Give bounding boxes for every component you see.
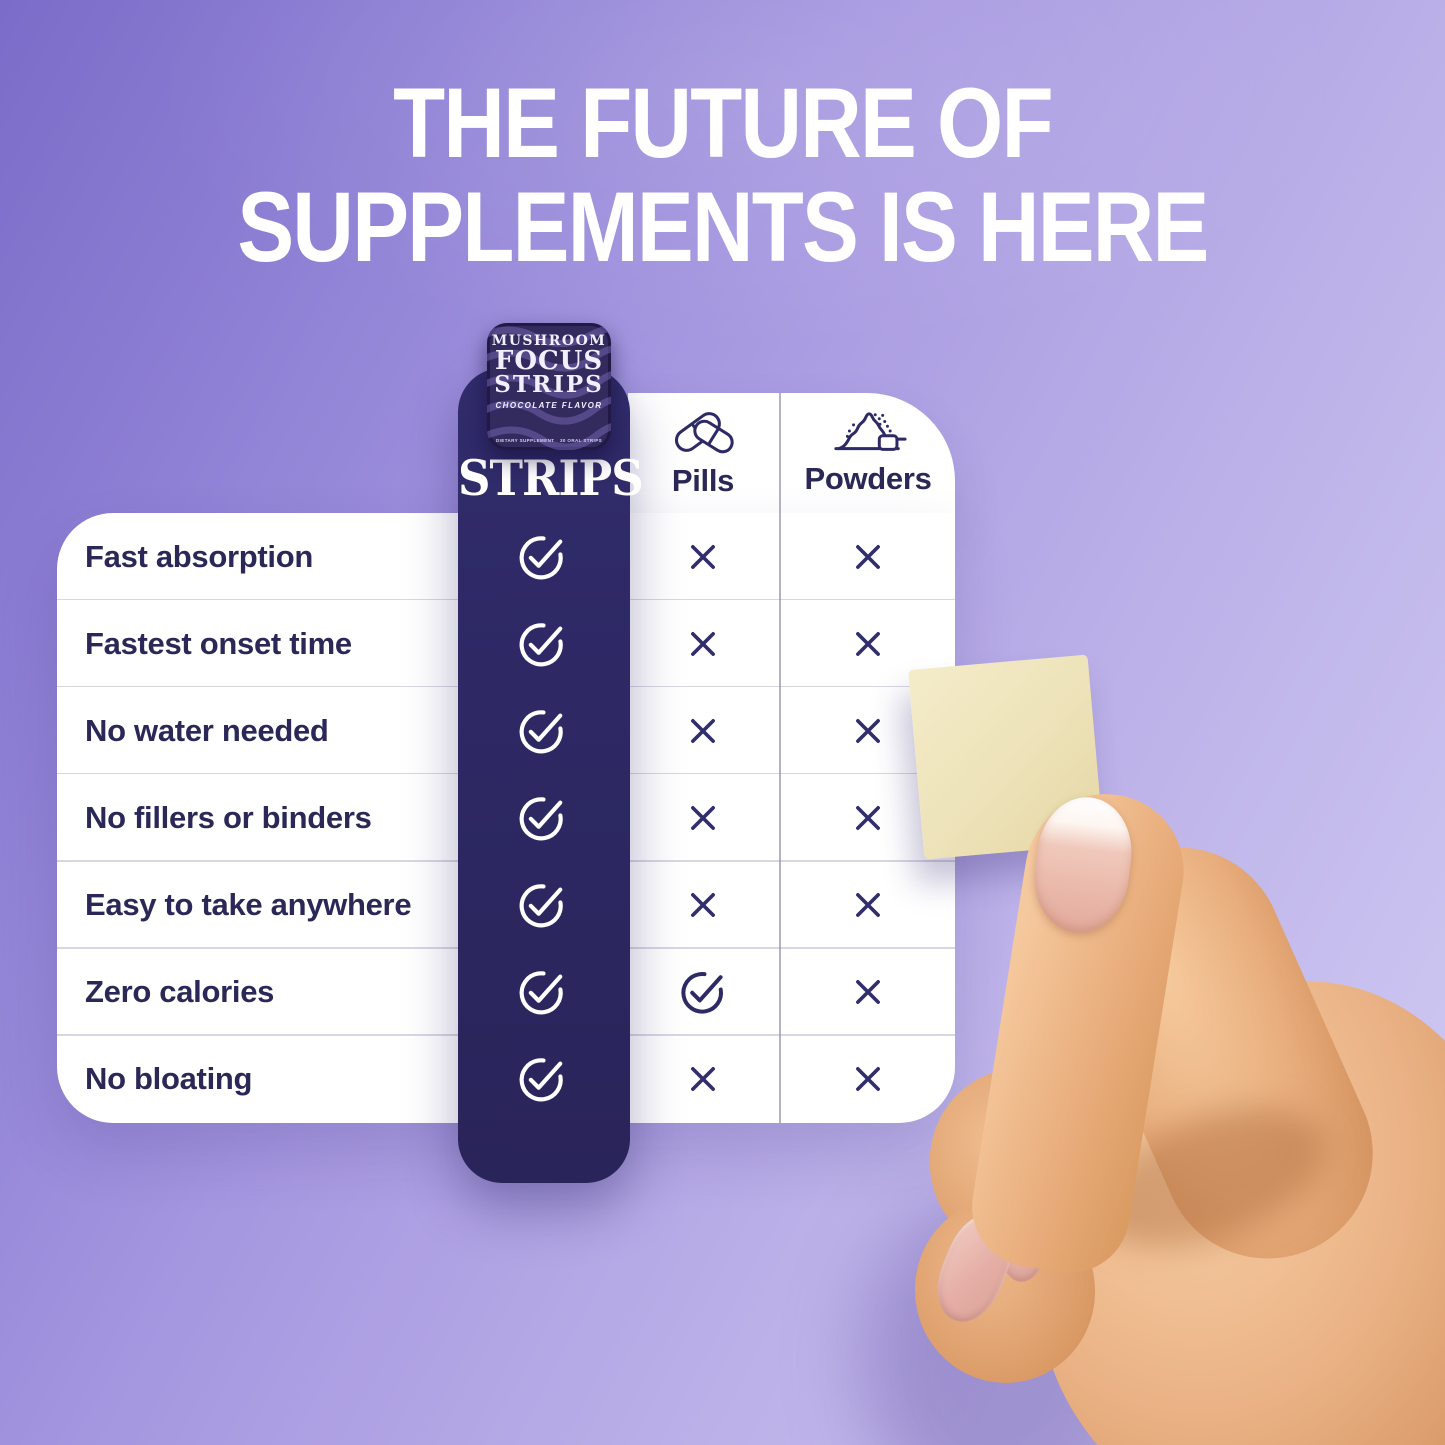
fist bbox=[1007, 960, 1445, 1445]
wrist bbox=[1093, 1212, 1445, 1445]
hand-crease-shadow bbox=[1076, 1080, 1344, 1276]
column-header-pills: Pills bbox=[670, 403, 736, 499]
pills-label: Pills bbox=[671, 463, 735, 498]
x-mark-icon bbox=[849, 538, 887, 576]
powder-scoop-icon bbox=[833, 412, 906, 451]
check-circle-icon bbox=[515, 878, 569, 932]
x-mark-icon bbox=[684, 1060, 722, 1098]
table-row: No bloating bbox=[57, 1036, 955, 1123]
tin-brand-line-2: FOCUS bbox=[494, 346, 604, 376]
thumb bbox=[963, 782, 1195, 1282]
headline-line-2: SUPPLEMENTS IS HERE bbox=[237, 171, 1209, 283]
check-circle-icon bbox=[515, 965, 569, 1019]
strips-column-label: STRIPS bbox=[458, 449, 644, 508]
tin-brand-line-3: STRIPS bbox=[494, 371, 604, 398]
x-mark-icon bbox=[849, 973, 887, 1011]
feature-label: No water needed bbox=[85, 712, 329, 748]
tin-supplement-label: DIETARY SUPPLEMENT bbox=[496, 438, 555, 443]
hand-shadow bbox=[860, 1190, 1160, 1445]
headline-line-1: THE FUTURE OF bbox=[393, 67, 1053, 179]
x-mark-icon bbox=[684, 799, 722, 837]
product-tin: MUSHROOM FOCUS STRIPS CHOCOLATE FLAVOR D… bbox=[487, 323, 611, 450]
powders-label: Powders bbox=[804, 461, 932, 496]
feature-label: Fast absorption bbox=[85, 538, 314, 574]
strips-column-banner: STRIPS bbox=[458, 368, 644, 1183]
feature-label: No bloating bbox=[85, 1061, 253, 1097]
feature-label: Fastest onset time bbox=[85, 625, 352, 661]
x-mark-icon bbox=[684, 625, 722, 663]
feature-label: Zero calories bbox=[85, 974, 275, 1010]
thumb-nail bbox=[1028, 791, 1138, 939]
column-header-powders: Powders bbox=[804, 403, 932, 497]
headline: THE FUTURE OF SUPPLEMENTS IS HERE bbox=[0, 71, 1445, 279]
x-mark-icon bbox=[684, 538, 722, 576]
x-mark-icon bbox=[849, 625, 887, 663]
tin-brand-line-1: MUSHROOM bbox=[491, 333, 607, 349]
check-circle-icon bbox=[677, 966, 729, 1018]
x-mark-icon bbox=[849, 1060, 887, 1098]
table-header-card: Pills Powders bbox=[628, 393, 955, 514]
x-mark-icon bbox=[684, 886, 722, 924]
check-circle-icon bbox=[515, 1052, 569, 1106]
column-divider bbox=[779, 393, 781, 1123]
tin-bottom-row: DIETARY SUPPLEMENT 30 ORAL STRIPS bbox=[487, 438, 611, 443]
tin-swirl-pattern bbox=[487, 324, 611, 450]
check-circle-icon bbox=[515, 530, 569, 584]
tin-label: MUSHROOM FOCUS STRIPS CHOCOLATE FLAVOR D… bbox=[487, 323, 611, 450]
index-finger bbox=[1039, 813, 1407, 1293]
check-circle-icon bbox=[515, 791, 569, 845]
feature-label: Easy to take anywhere bbox=[85, 887, 412, 923]
x-mark-icon bbox=[849, 799, 887, 837]
check-circle-icon bbox=[515, 617, 569, 671]
x-mark-icon bbox=[849, 712, 887, 750]
folded-finger bbox=[900, 1183, 1110, 1398]
finger-nail bbox=[996, 1146, 1056, 1284]
table-row: Fastest onset time bbox=[57, 600, 955, 688]
finger-nail bbox=[925, 1204, 1025, 1332]
x-mark-icon bbox=[684, 712, 722, 750]
tin-flavor: CHOCOLATE FLAVOR bbox=[495, 401, 603, 410]
pills-icon bbox=[674, 412, 734, 454]
check-circle-icon bbox=[515, 704, 569, 758]
x-mark-icon bbox=[849, 886, 887, 924]
tin-count-label: 30 ORAL STRIPS bbox=[559, 438, 602, 443]
feature-label: No fillers or binders bbox=[85, 799, 372, 835]
